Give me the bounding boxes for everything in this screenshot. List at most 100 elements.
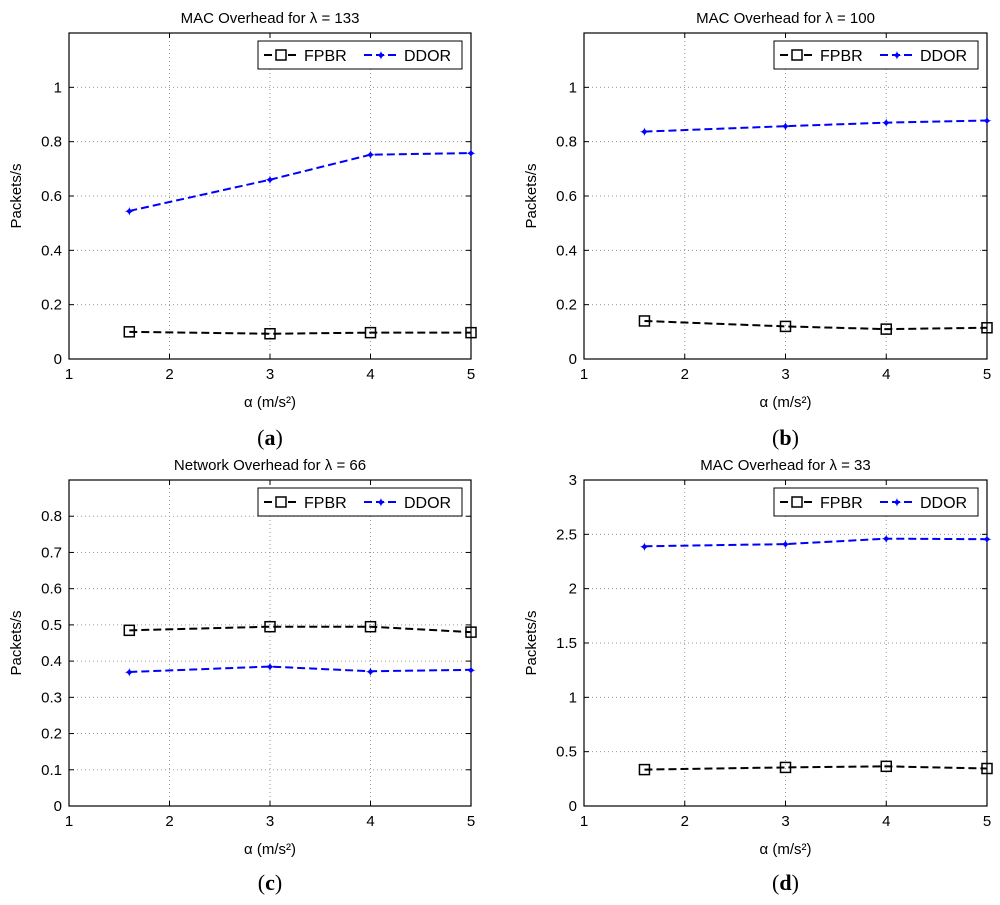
data-point-fpbr (264, 620, 276, 633)
y-tick-label: 0.2 (41, 297, 62, 314)
y-tick-label: 0.3 (41, 689, 62, 706)
legend-marker-ddor: ✦ (892, 496, 903, 511)
y-tick-label: 0.4 (41, 242, 62, 259)
subplot-caption: (a) (257, 425, 283, 450)
axes-frame (583, 479, 988, 807)
y-axis-label: Packets/s (523, 610, 540, 675)
y-tick-label: 0 (569, 798, 577, 815)
y-tick-label: 0 (569, 351, 577, 368)
data-point-ddor: ✦ (982, 114, 993, 129)
y-tick-label: 0.1 (41, 762, 62, 779)
data-point-ddor: ✦ (639, 126, 650, 141)
y-tick-label: 2 (569, 581, 577, 598)
x-axis-label: α (m/s²) (244, 394, 296, 411)
series-line-fpbr (644, 319, 988, 331)
x-tick-label: 4 (882, 813, 890, 830)
x-tick-label: 1 (65, 813, 73, 830)
x-tick-label: 4 (366, 813, 374, 830)
series-line-fpbr (129, 625, 472, 634)
y-tick-label: 1.5 (556, 635, 577, 652)
data-point-fpbr (123, 326, 136, 338)
subplot-caption: (c) (258, 870, 282, 895)
data-point-fpbr (880, 760, 892, 773)
x-tick-label: 5 (983, 366, 991, 383)
legend-marker-ddor: ✦ (376, 49, 387, 64)
y-tick-label: 0.2 (41, 726, 62, 743)
subplot-d: 1 2 3 4 5 0 0.5 1 1.5 2 2.5 3 MAC Overhead for λ = 3… (523, 457, 993, 895)
y-tick-label: 3 (569, 472, 577, 489)
x-tick-label: 3 (781, 366, 789, 383)
data-point-ddor: ✦ (265, 174, 276, 189)
y-tick-label: 0.6 (41, 188, 62, 205)
y-axis-label: Packets/s (8, 163, 25, 228)
data-point-fpbr (981, 762, 993, 775)
y-tick-label: 1 (54, 79, 62, 96)
subplot-caption: (b) (772, 425, 799, 450)
y-axis-label: Packets/s (523, 163, 540, 228)
y-tick-label: 0.8 (41, 508, 62, 525)
legend: FPBR ✦ DDOR (773, 487, 979, 517)
x-tick-label: 2 (165, 813, 173, 830)
plot-area (69, 480, 471, 806)
legend: FPBR ✦ DDOR (257, 487, 463, 517)
legend-marker-fpbr (275, 496, 287, 508)
data-point-ddor: ✦ (124, 205, 135, 220)
data-point-ddor: ✦ (466, 147, 477, 162)
legend-label-fpbr: FPBR (820, 48, 863, 65)
y-tick-label: 0.8 (41, 134, 62, 151)
legend-marker-fpbr (275, 49, 287, 61)
data-point-fpbr (465, 626, 477, 638)
series-line-fpbr (644, 765, 988, 771)
x-axis-label: α (m/s²) (760, 841, 812, 858)
y-tick-label: 1 (569, 79, 577, 96)
y-tick-label: 0.7 (41, 544, 62, 561)
y-tick-label: 0.4 (41, 653, 62, 670)
x-tick-label: 4 (366, 366, 374, 383)
chart-title: MAC Overhead for λ = 33 (700, 457, 871, 474)
x-tick-label: 2 (681, 813, 689, 830)
y-tick-label: 0.4 (556, 242, 577, 259)
y-tick-label: 0.2 (556, 297, 577, 314)
legend-marker-fpbr (791, 49, 803, 61)
legend-marker-ddor: ✦ (376, 496, 387, 511)
subplot-a: 1 2 3 4 5 0 0.2 0.4 0.6 0.8 1 MAC Overhead for λ = … (8, 10, 477, 450)
legend-label-ddor: DDOR (920, 48, 967, 65)
data-point-fpbr (264, 327, 276, 340)
legend-label-fpbr: FPBR (304, 48, 347, 65)
legend-marker-fpbr (791, 496, 803, 508)
plot-area (584, 480, 987, 806)
y-tick-label: 1 (569, 689, 577, 706)
x-tick-label: 2 (165, 366, 173, 383)
data-point-fpbr (638, 763, 651, 776)
x-tick-label: 1 (65, 366, 73, 383)
x-axis-label: α (m/s²) (760, 394, 812, 411)
y-tick-label: 0.6 (41, 581, 62, 598)
data-point-fpbr (465, 326, 477, 339)
legend-label-fpbr: FPBR (304, 495, 347, 512)
x-tick-label: 4 (882, 366, 890, 383)
data-point-ddor: ✦ (265, 661, 276, 676)
series-line-ddor (644, 119, 988, 133)
data-point-ddor: ✦ (466, 664, 477, 679)
series-line-ddor (129, 152, 472, 212)
subplot-c: 1 2 3 4 5 0 0.1 0.2 0.3 0.4 0.5 0.6 0.7 0.8 Network Ov… (8, 457, 477, 895)
series-line-ddor (644, 537, 988, 548)
legend-label-ddor: DDOR (404, 48, 451, 65)
chart-title: MAC Overhead for λ = 100 (696, 10, 875, 27)
axes-frame (583, 32, 988, 360)
chart-title: MAC Overhead for λ = 133 (181, 10, 360, 27)
y-tick-label: 0.5 (556, 744, 577, 761)
x-tick-label: 3 (266, 813, 274, 830)
data-point-fpbr (981, 322, 993, 334)
data-point-ddor: ✦ (982, 533, 993, 548)
subplot-b: 1 2 3 4 5 0 0.2 0.4 0.6 0.8 1 MAC Overhead for λ = … (523, 10, 993, 450)
x-tick-label: 3 (266, 366, 274, 383)
legend: FPBR ✦ DDOR (773, 40, 979, 70)
data-point-ddor: ✦ (780, 538, 791, 553)
data-point-ddor: ✦ (639, 540, 650, 555)
x-tick-label: 3 (781, 813, 789, 830)
y-tick-label: 0 (54, 351, 62, 368)
axes-frame (68, 32, 472, 360)
data-point-ddor: ✦ (365, 665, 376, 680)
data-point-ddor: ✦ (881, 117, 892, 132)
